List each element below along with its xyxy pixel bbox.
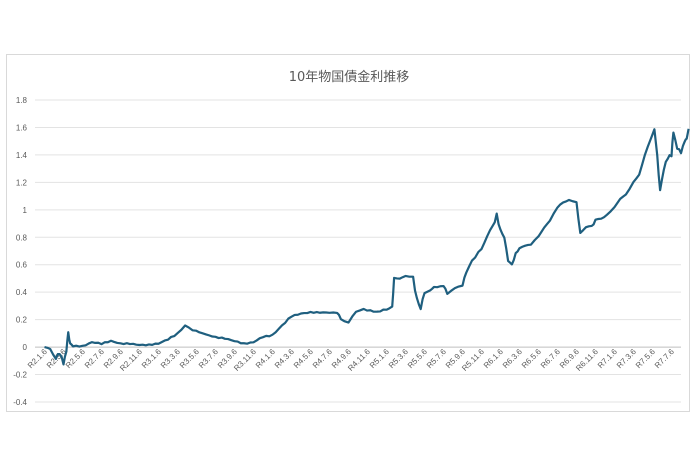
y-tick-label: 0.8 (16, 233, 28, 242)
gridlines (35, 99, 681, 403)
x-tick-label: R3.1.6 (140, 347, 163, 370)
series-layer (44, 128, 690, 366)
x-tick-label: R4.7.6 (311, 347, 334, 370)
x-tick-label: R3.3.6 (159, 347, 182, 370)
x-tick-label: R6.3.6 (501, 347, 524, 370)
x-tick-label: R5.1.6 (368, 347, 391, 370)
chart-frame: 10年物国債金利推移 1.8 1.6 1.4 1.2 1 0.8 0.6 0.4 0.2 0 -0.… (6, 54, 690, 412)
y-tick-label: 0.4 (16, 288, 28, 297)
y-tick-label: 1 (23, 206, 28, 215)
x-tick-label: R4.5.6 (292, 347, 315, 370)
x-tick-label: R3.5.6 (178, 347, 201, 370)
x-tick-label: R4.1.6 (254, 347, 277, 370)
x-tick-label: R2.1.6 (26, 347, 49, 370)
x-tick-label: R7.7.6 (653, 347, 676, 370)
y-tick-label: 1.6 (16, 123, 28, 132)
x-tick-label: R5.5.6 (406, 347, 429, 370)
y-tick-label: -0.2 (13, 371, 27, 380)
y-tick-label: 1.4 (16, 151, 28, 160)
x-axis-ticks: R2.1.6R2.3.6R2.5.6R2.7.6R2.9.6R2.11.6R3.… (26, 347, 676, 373)
x-tick-label: R6.7.6 (539, 347, 562, 370)
y-tick-label: 1.2 (16, 178, 28, 187)
x-tick-label: R7.3.6 (615, 347, 638, 370)
y-tick-label: 0 (23, 343, 28, 352)
x-tick-label: R7.5.6 (634, 347, 657, 370)
x-tick-label: R5.7.6 (425, 347, 448, 370)
line-chart: 10年物国債金利推移 1.8 1.6 1.4 1.2 1 0.8 0.6 0.4 0.2 0 -0.… (13, 69, 690, 407)
x-tick-label: R3.7.6 (197, 347, 220, 370)
x-tick-label: R5.3.6 (387, 347, 410, 370)
y-tick-label: 1.8 (16, 96, 28, 105)
x-tick-label: R6.5.6 (520, 347, 543, 370)
chart-title: 10年物国債金利推移 (289, 69, 410, 85)
y-tick-label: -0.4 (13, 398, 27, 407)
x-tick-label: R7.1.6 (596, 347, 619, 370)
series-line (44, 128, 690, 366)
x-tick-label: R2.7.6 (83, 347, 106, 370)
x-tick-label: R4.3.6 (273, 347, 296, 370)
x-tick-label: R6.1.6 (482, 347, 505, 370)
y-tick-label: 0.2 (16, 316, 28, 325)
y-axis-ticks: 1.8 1.6 1.4 1.2 1 0.8 0.6 0.4 0.2 0 -0.2 -0.4 (13, 96, 27, 407)
y-tick-label: 0.6 (16, 261, 28, 270)
